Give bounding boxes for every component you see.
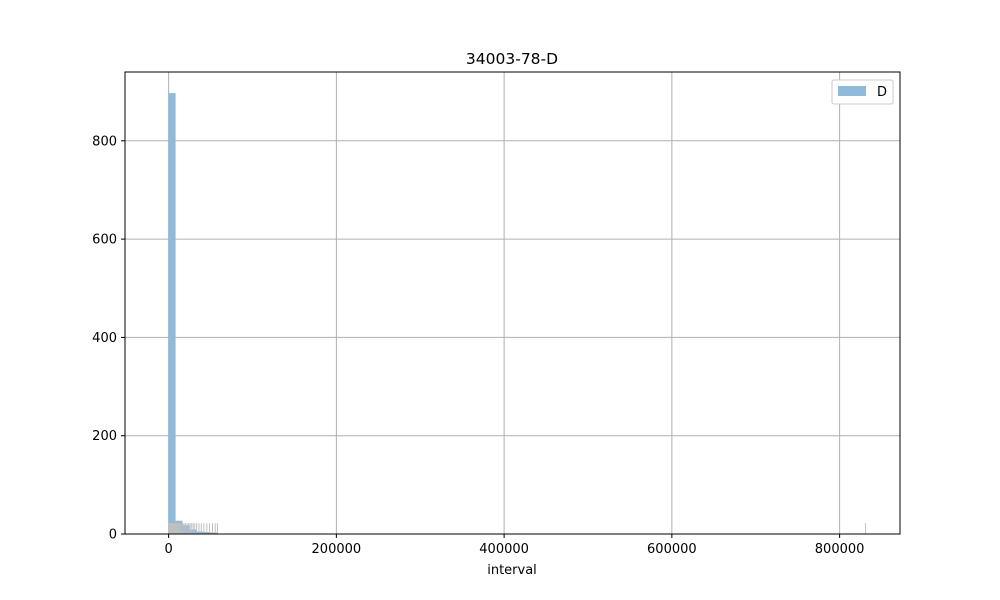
legend-swatch-D: [838, 86, 866, 96]
x-axis-label: interval: [487, 563, 537, 578]
histogram-bar: [210, 532, 218, 534]
histogram-bar: [168, 93, 176, 535]
histogram-bar: [196, 531, 204, 534]
x-tick-label: 600000: [647, 542, 697, 557]
y-tick-label: 800: [92, 134, 117, 149]
y-axis: 0 200 400 600 800: [92, 134, 125, 543]
x-tick-label: 400000: [479, 542, 529, 557]
x-axis: 0 200000 400000 600000 800000: [164, 534, 864, 557]
histogram-bar: [182, 525, 190, 534]
y-tick-label: 200: [92, 429, 117, 444]
rug-marks: [168, 523, 867, 534]
chart-title: 34003-78-D: [466, 50, 558, 68]
legend-label-D: D: [877, 85, 887, 100]
legend: D: [831, 79, 894, 105]
x-tick-label: 200000: [312, 542, 362, 557]
plot-frame: [124, 71, 901, 535]
y-tick-label: 600: [92, 233, 117, 248]
y-tick-label: 0: [109, 528, 117, 543]
y-tick-label: 400: [92, 331, 117, 346]
x-tick-label: 0: [164, 542, 172, 557]
x-tick-label: 800000: [815, 542, 865, 557]
